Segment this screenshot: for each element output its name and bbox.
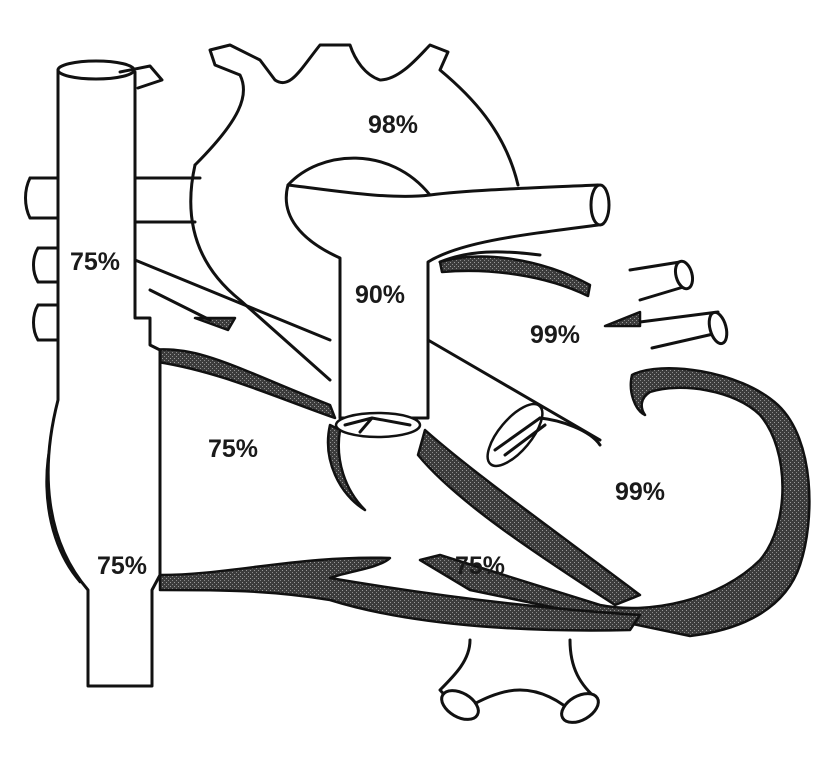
- right-ventricle-wall: [158, 556, 642, 632]
- pulmonary-valve: [334, 411, 422, 439]
- label-right-atrium: 75%: [208, 435, 258, 463]
- label-pulmonary-artery: 90%: [355, 281, 405, 309]
- pulmonary-valve-cusp: [343, 416, 412, 434]
- atrial-floor-wall: [150, 348, 337, 420]
- left-atrium-boundary: [426, 338, 602, 442]
- pulmonary-trunk: [284, 183, 600, 420]
- label-right-ventricle: 75%: [455, 552, 505, 580]
- pulmonary-veins: [628, 260, 724, 350]
- label-aortic-arch: 98%: [368, 111, 418, 139]
- right-pulmonary-lines: [133, 176, 332, 342]
- valves: [334, 402, 602, 468]
- vessels: [24, 43, 729, 724]
- vessel-stub-3: [32, 303, 60, 342]
- vessel-stub-2: [32, 246, 60, 284]
- abdominal-vessels: [438, 638, 600, 717]
- abdominal-vessel-opening-2: [560, 692, 600, 724]
- descending-aorta: [189, 163, 332, 382]
- vessel-stub-1: [24, 176, 60, 220]
- left-atrium-wall: [438, 255, 592, 298]
- pulmonary-vein-opening-1: [673, 259, 695, 291]
- aortic-outflow: [438, 250, 542, 264]
- aortic-arch: [193, 43, 520, 187]
- mitral-leaflet: [538, 416, 602, 447]
- label-superior-vena-cava: 75%: [70, 248, 120, 276]
- septum-wall: [416, 428, 642, 607]
- saturation-labels: 98% 75% 90% 99% 75% 99% 75% 75%: [70, 111, 665, 580]
- systemic-vein-wedge: [193, 316, 237, 332]
- pulmonary-vein-opening-2: [707, 310, 729, 346]
- left-ventricle-wall: [418, 367, 811, 638]
- pulmonary-branch-opening: [589, 183, 611, 227]
- vena-cava: [46, 68, 162, 688]
- label-left-ventricle: 99%: [615, 478, 665, 506]
- aortic-arch-inner: [286, 156, 432, 197]
- abdominal-vessel-opening-1: [440, 689, 480, 721]
- pulmonary-vein-wedge: [603, 310, 642, 328]
- tricuspid-leaflet: [326, 423, 367, 512]
- label-left-atrium: 99%: [530, 321, 580, 349]
- aortic-valve-cusp: [493, 416, 547, 457]
- label-inferior-vena-cava: 75%: [97, 552, 147, 580]
- azygos-branch: [118, 64, 164, 90]
